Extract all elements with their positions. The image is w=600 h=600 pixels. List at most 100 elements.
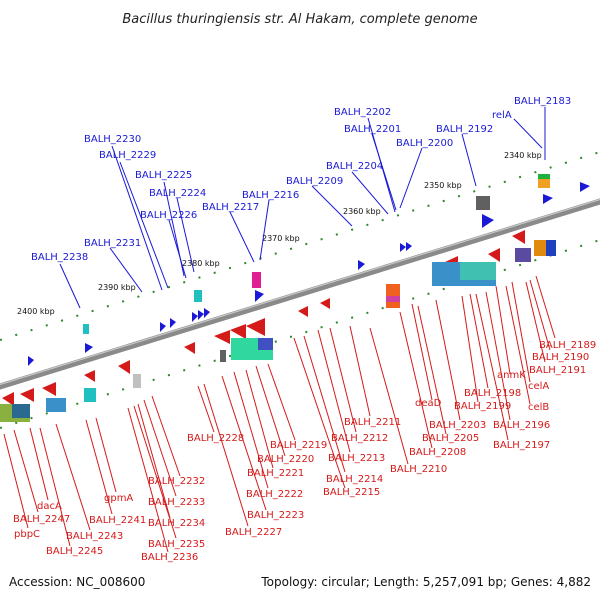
gene-label-reverse[interactable]: BALH_2219 (270, 440, 327, 451)
forward-gene[interactable] (28, 356, 34, 366)
gene-label-reverse[interactable]: BALH_2191 (529, 365, 586, 376)
forward-gene[interactable] (170, 318, 176, 328)
gene-label-forward[interactable]: BALH_2200 (396, 138, 453, 149)
gene-label-reverse[interactable]: BALH_2221 (247, 468, 304, 479)
gene-cluster[interactable] (46, 398, 66, 412)
forward-gene[interactable] (198, 310, 204, 320)
reverse-gene[interactable] (20, 388, 34, 402)
gene-label-forward[interactable]: BALH_2201 (344, 124, 401, 135)
reverse-gene[interactable] (184, 342, 195, 354)
gene-cluster[interactable] (84, 388, 96, 402)
reverse-gene[interactable] (246, 318, 265, 336)
gene-cluster[interactable] (133, 374, 141, 388)
reverse-gene[interactable] (2, 392, 14, 406)
gene-label-reverse[interactable]: BALH_2227 (225, 527, 282, 538)
gene-cluster[interactable] (476, 196, 490, 210)
gene-label-reverse[interactable]: anmK (497, 370, 526, 381)
gene-label-forward[interactable]: BALH_2231 (84, 238, 141, 249)
forward-gene[interactable] (580, 182, 590, 192)
gene-label-forward[interactable]: BALH_2202 (334, 107, 391, 118)
gene-label-reverse[interactable]: BALH_2233 (148, 497, 205, 508)
map-title: Bacillus thuringiensis str. Al Hakam, co… (122, 12, 477, 27)
gene-label-forward[interactable]: relA (492, 110, 512, 121)
genome-track (0, 151, 600, 429)
forward-gene[interactable] (358, 260, 365, 270)
gene-label-forward[interactable]: BALH_2209 (286, 176, 343, 187)
forward-labels: BALH_2183 relA BALH_2202 BALH_2201 BALH_… (31, 96, 571, 263)
gene-label-reverse[interactable]: BALH_2223 (247, 510, 304, 521)
gene-label-reverse[interactable]: BALH_2222 (246, 489, 303, 500)
reverse-labels: BALH_2189 BALH_2190 BALH_2191 anmK celA … (13, 340, 596, 563)
gene-label-reverse[interactable]: BALH_2190 (532, 352, 589, 363)
gene-label-forward[interactable]: BALH_2204 (326, 161, 383, 172)
gene-label-reverse[interactable]: BALH_2198 (464, 388, 521, 399)
gene-label-reverse[interactable]: deaD (415, 398, 442, 409)
gene-label-reverse[interactable]: BALH_2208 (409, 447, 466, 458)
gene-label-forward[interactable]: BALH_2225 (135, 170, 192, 181)
reverse-gene[interactable] (488, 248, 500, 262)
reverse-gene[interactable] (320, 298, 330, 309)
gene-cluster[interactable] (83, 324, 89, 334)
gene-label-reverse[interactable]: BALH_2232 (148, 476, 205, 487)
gene-label-reverse[interactable]: BALH_2189 (539, 340, 596, 351)
gene-label-reverse[interactable]: BALH_2211 (344, 417, 401, 428)
gene-label-reverse[interactable]: BALH_2235 (148, 539, 205, 550)
gene-label-forward[interactable]: BALH_2224 (149, 188, 206, 199)
gene-label-forward[interactable]: BALH_2226 (140, 210, 197, 221)
forward-gene[interactable] (192, 312, 198, 322)
gene-label-reverse[interactable]: BALH_2210 (390, 464, 447, 475)
gene-label-reverse[interactable]: BALH_2220 (257, 454, 314, 465)
gene-label-forward[interactable]: BALH_2230 (84, 134, 141, 145)
gene-label-forward[interactable]: BALH_2192 (436, 124, 493, 135)
gene-label-forward[interactable]: BALH_2216 (242, 190, 299, 201)
gene-label-reverse[interactable]: BALH_2196 (493, 420, 550, 431)
gene-label-reverse[interactable]: BALH_2214 (326, 474, 383, 485)
gene-label-forward[interactable]: BALH_2238 (31, 252, 88, 263)
gene-label-reverse[interactable]: BALH_2199 (454, 401, 511, 412)
accession-text: Accession: NC_008600 (9, 575, 145, 589)
forward-gene[interactable] (85, 343, 93, 353)
gene-label-forward[interactable]: BALH_2217 (202, 202, 259, 213)
gene-label-reverse[interactable]: BALH_2205 (422, 433, 479, 444)
reverse-gene[interactable] (230, 324, 246, 339)
gene-label-forward[interactable]: BALH_2183 (514, 96, 571, 107)
gene-label-reverse[interactable]: BALH_2243 (66, 531, 123, 542)
gene-label-reverse[interactable]: BALH_2228 (187, 433, 244, 444)
gene-label-reverse[interactable]: BALH_2245 (46, 546, 103, 557)
gene-label-reverse[interactable]: celB (528, 402, 549, 413)
gene-label-reverse[interactable]: dacA (37, 501, 62, 512)
forward-gene[interactable] (400, 243, 406, 252)
kbp-tick-label: 2380 kbp (182, 259, 220, 268)
gene-label-reverse[interactable]: BALH_2247 (13, 514, 70, 525)
kbp-tick-label: 2340 kbp (504, 151, 542, 160)
forward-gene[interactable] (482, 214, 494, 228)
forward-gene[interactable] (204, 308, 210, 318)
gene-label-reverse[interactable]: BALH_2203 (429, 420, 486, 431)
gene-label-reverse[interactable]: BALH_2215 (323, 487, 380, 498)
gene-label-reverse[interactable]: gpmA (104, 493, 133, 504)
gene-label-reverse[interactable]: pbpC (14, 529, 40, 540)
gene-label-reverse[interactable]: BALH_2234 (148, 518, 205, 529)
forward-gene[interactable] (543, 194, 553, 204)
forward-gene[interactable] (406, 242, 412, 251)
gene-label-reverse[interactable]: BALH_2197 (493, 440, 550, 451)
gene-cluster[interactable] (252, 272, 261, 288)
gene-label-reverse[interactable]: BALH_2236 (141, 552, 198, 563)
forward-gene[interactable] (160, 322, 166, 332)
forward-gene[interactable] (255, 290, 264, 302)
reverse-gene[interactable] (512, 230, 525, 244)
gene-label-reverse[interactable]: BALH_2212 (331, 433, 388, 444)
gene-label-reverse[interactable]: BALH_2213 (328, 453, 385, 464)
reverse-gene[interactable] (214, 330, 230, 344)
gene-cluster[interactable] (194, 290, 202, 302)
reverse-gene[interactable] (118, 360, 130, 374)
gene-label-forward[interactable]: BALH_2229 (99, 150, 156, 161)
gene-cluster[interactable] (220, 350, 226, 362)
reverse-gene[interactable] (84, 370, 95, 382)
gene-label-reverse[interactable]: BALH_2241 (89, 515, 146, 526)
gene-cluster[interactable] (515, 248, 531, 262)
gene-label-reverse[interactable]: celA (528, 381, 549, 392)
reverse-gene[interactable] (298, 306, 308, 317)
reverse-gene[interactable] (42, 382, 56, 396)
